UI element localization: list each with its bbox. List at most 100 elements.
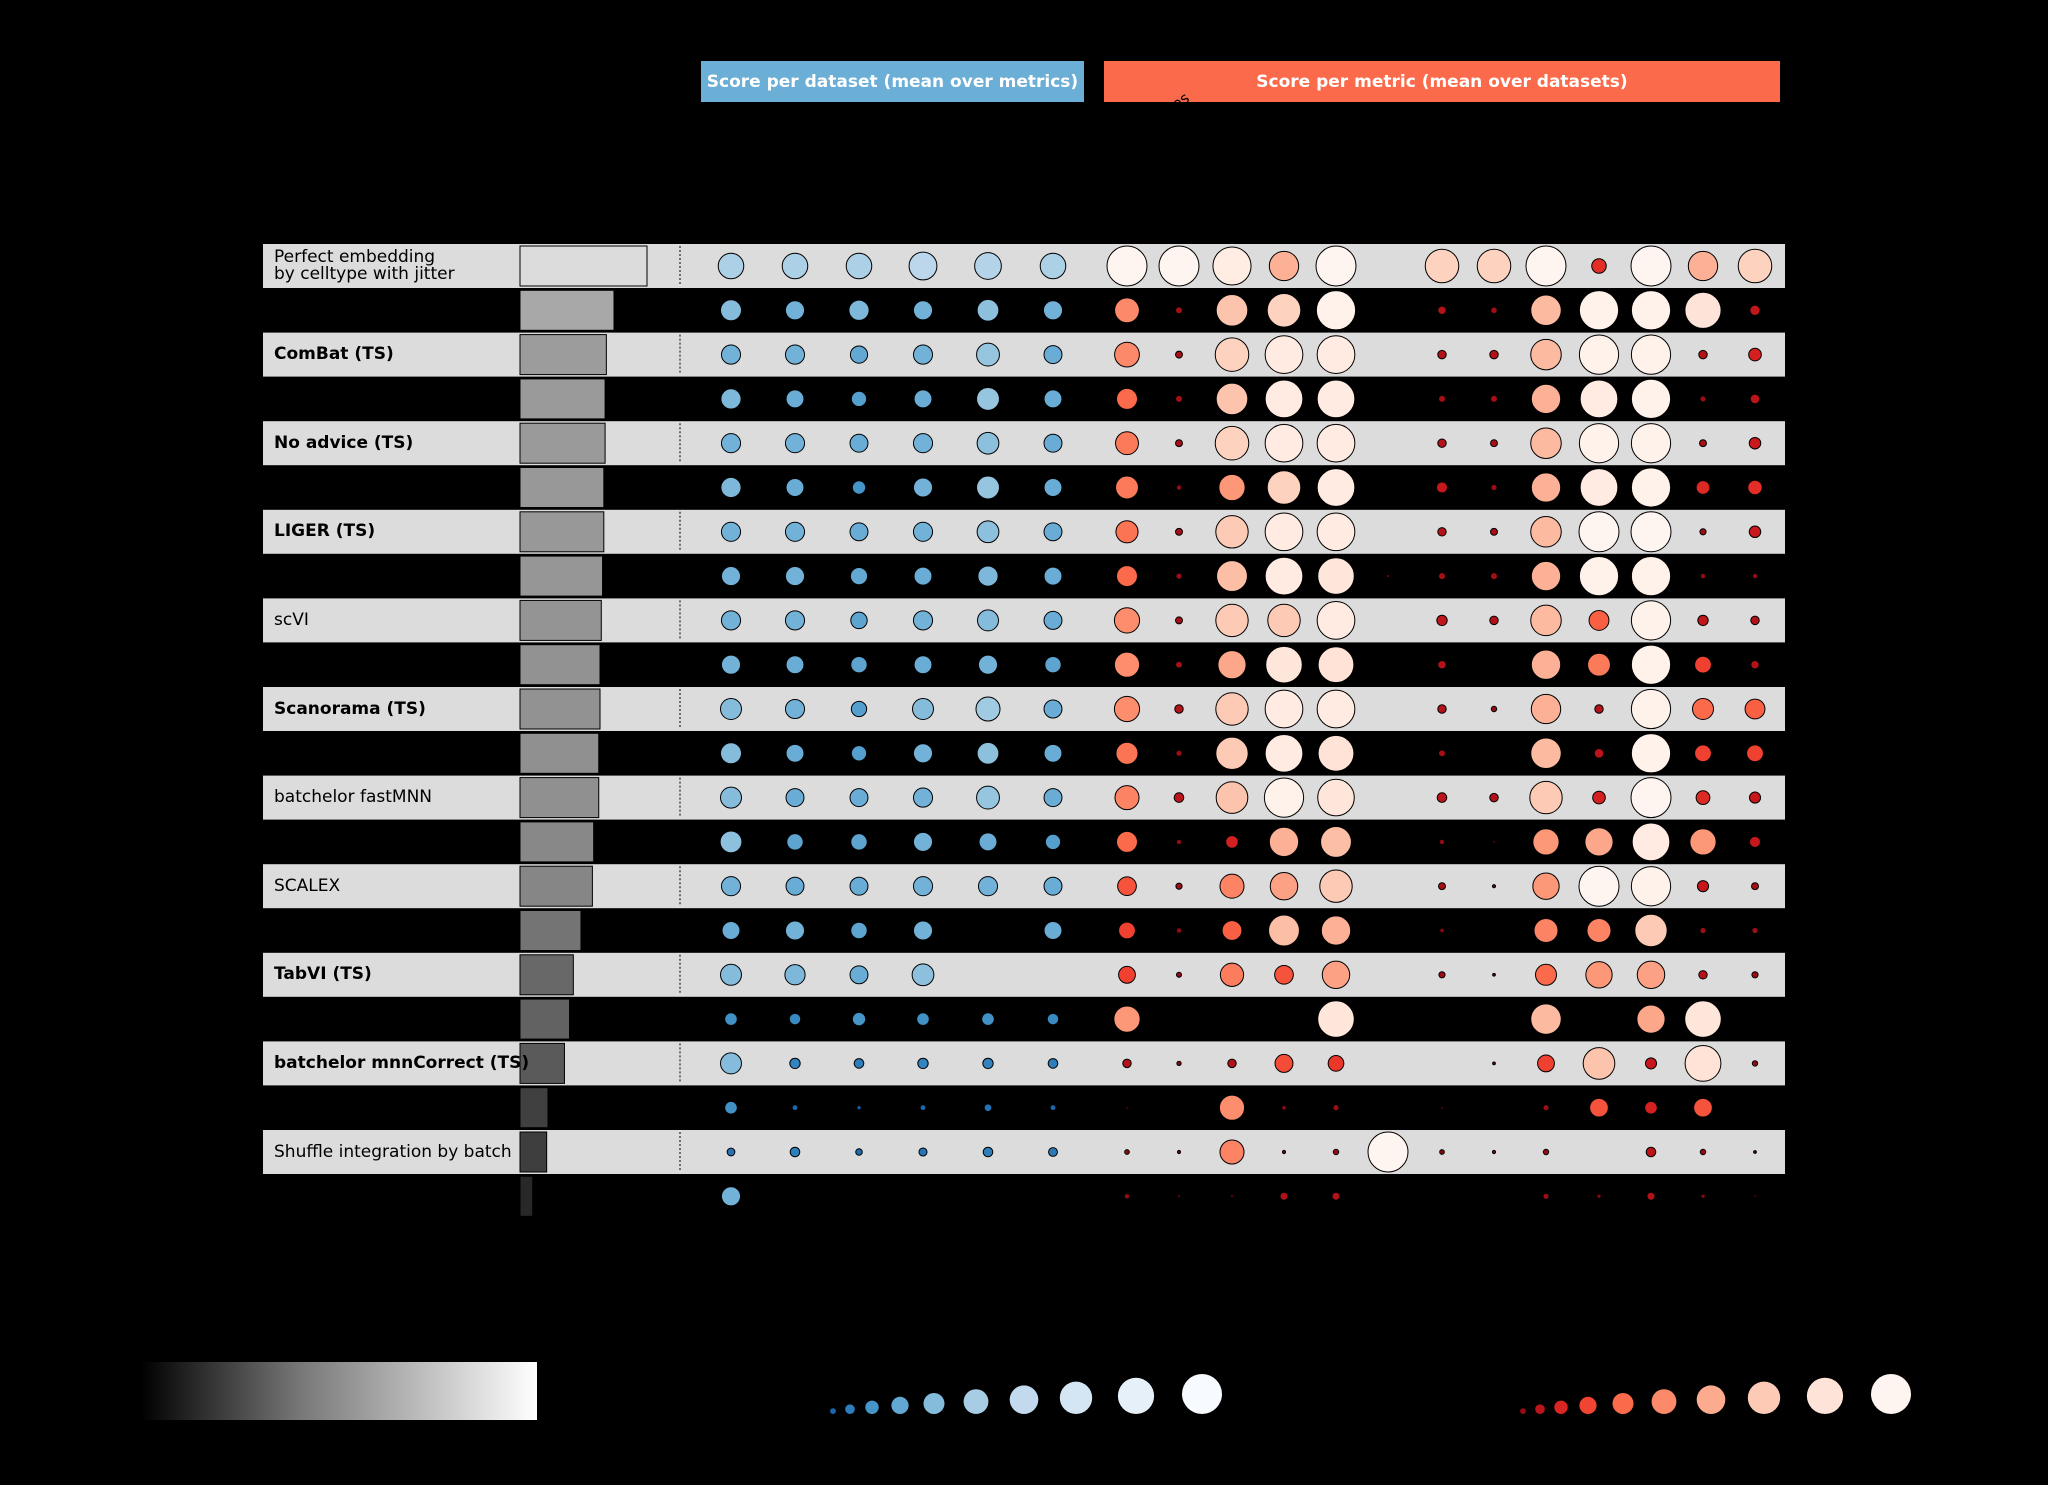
metric-score-dot xyxy=(1176,1149,1182,1155)
dataset-score-dot xyxy=(789,1057,801,1070)
metric-score-dot xyxy=(1115,431,1139,456)
overall-score-bar xyxy=(519,289,615,331)
metric-score-dot xyxy=(1315,245,1357,287)
dataset-score-dot xyxy=(845,252,873,280)
metric-score-dot xyxy=(1214,337,1250,372)
metric-score-dot xyxy=(1264,335,1304,374)
metric-score-dot xyxy=(1315,290,1357,331)
dataset-score-dot xyxy=(849,876,869,896)
dataset-score-dot xyxy=(912,698,934,720)
metric-score-dot xyxy=(1106,245,1148,287)
metric-score-dot xyxy=(1174,704,1184,714)
overall-score-bar xyxy=(519,732,600,774)
metric-score-dot xyxy=(1578,865,1620,907)
metric-score-dot xyxy=(1750,659,1760,670)
metric-group-header: Score per metric (mean over datasets) xyxy=(1104,61,1780,102)
metric-score-dot xyxy=(1532,872,1560,900)
metric-score-dot xyxy=(1695,480,1711,495)
metric-score-dot xyxy=(1267,603,1301,638)
metric-score-dot xyxy=(1578,423,1620,464)
metric-score-dot xyxy=(1537,1054,1555,1073)
metric-score-dot xyxy=(1118,965,1136,984)
metric-score-dot xyxy=(1225,835,1239,849)
metric-score-dot xyxy=(1542,1192,1550,1200)
metric-score-dot xyxy=(1589,1097,1609,1118)
overall-score-bar xyxy=(519,511,605,553)
dataset-score-dot xyxy=(784,433,806,454)
overall-score-bar xyxy=(519,1175,534,1217)
metric-score-dot xyxy=(1750,615,1760,626)
dataset-score-dot xyxy=(786,833,804,851)
metric-score-dot xyxy=(1578,290,1620,331)
overall-score-bar xyxy=(519,245,648,287)
dataset-score-dot xyxy=(784,521,806,542)
metric-score-dot xyxy=(1438,572,1446,581)
metric-score-dot xyxy=(1175,882,1183,890)
metric-score-dot xyxy=(1263,777,1305,818)
metric-score-dot xyxy=(1630,600,1672,641)
metric-score-dot xyxy=(1436,614,1448,627)
metric-score-dot xyxy=(1630,467,1672,508)
method-label: Perfect embedding by celltype with jitte… xyxy=(274,247,455,284)
dataset-score-dot xyxy=(726,1147,736,1157)
metric-score-dot xyxy=(1751,572,1759,580)
metric-score-dot xyxy=(1684,1044,1722,1082)
dataset-score-dot xyxy=(719,830,743,854)
metric-score-dot xyxy=(1751,1060,1759,1067)
dataset-score-dot xyxy=(913,655,933,675)
row-band xyxy=(263,1041,1785,1086)
dataset-score-dot xyxy=(1043,699,1063,719)
dataset-score-dot xyxy=(912,300,934,321)
metric-score-dot xyxy=(1215,382,1249,416)
metric-score-dot xyxy=(1367,1131,1409,1173)
metric-score-dot xyxy=(1748,835,1762,848)
dataset-score-dot xyxy=(849,522,869,542)
metric-score-dot xyxy=(1436,792,1448,803)
dataset-score-dot xyxy=(720,344,742,365)
metric-score-dot xyxy=(1116,387,1138,410)
metric-score-dot xyxy=(1176,1060,1182,1067)
metric-score-dot xyxy=(1317,557,1355,595)
metric-score-dot xyxy=(1437,527,1447,537)
dataset-score-dot xyxy=(1046,1012,1060,1026)
dataset-score-dot xyxy=(1043,345,1063,365)
metric-score-dot xyxy=(1115,741,1139,765)
metric-score-dot xyxy=(1694,744,1712,763)
metric-score-dot xyxy=(1699,926,1707,935)
legend-dataset-dot xyxy=(923,1393,945,1414)
metric-score-dot xyxy=(1274,1053,1294,1073)
metric-score-dot xyxy=(1748,525,1762,539)
metric-score-dot xyxy=(1644,1100,1658,1115)
metric-score-dot xyxy=(1579,468,1619,507)
metric-score-dot xyxy=(1698,349,1708,360)
metric-score-dot xyxy=(1321,960,1351,990)
metric-score-dot xyxy=(1636,1004,1666,1034)
metric-score-dot xyxy=(1264,423,1304,463)
dataset-score-dot xyxy=(720,433,742,454)
metric-score-dot xyxy=(1175,527,1183,536)
metric-score-dot xyxy=(1634,913,1668,948)
metric-score-dot xyxy=(1332,1104,1340,1112)
dataset-score-dot xyxy=(849,567,869,586)
legend-dataset-dot xyxy=(963,1389,989,1414)
metric-score-dot xyxy=(1542,1148,1550,1156)
dataset-score-dot xyxy=(912,920,934,941)
metric-score-dot xyxy=(1630,688,1672,730)
metric-score-dot xyxy=(1696,880,1710,893)
metric-score-dot xyxy=(1631,822,1671,862)
dataset-score-dot xyxy=(849,788,869,808)
metric-score-dot xyxy=(1175,749,1183,757)
metric-score-dot xyxy=(1699,1148,1707,1156)
metric-score-dot xyxy=(1317,1000,1355,1038)
dataset-score-dot xyxy=(912,433,934,454)
metric-score-dot xyxy=(1438,749,1446,758)
overall-score-bar xyxy=(519,599,602,641)
metric-score-dot xyxy=(1645,1146,1657,1158)
dataset-score-dot xyxy=(977,654,999,675)
metric-score-dot xyxy=(1438,971,1446,979)
metric-score-dot xyxy=(1737,248,1773,284)
metric-score-dot xyxy=(1437,704,1447,714)
overall-score-bar xyxy=(519,910,582,951)
metric-score-dot xyxy=(1530,338,1562,371)
